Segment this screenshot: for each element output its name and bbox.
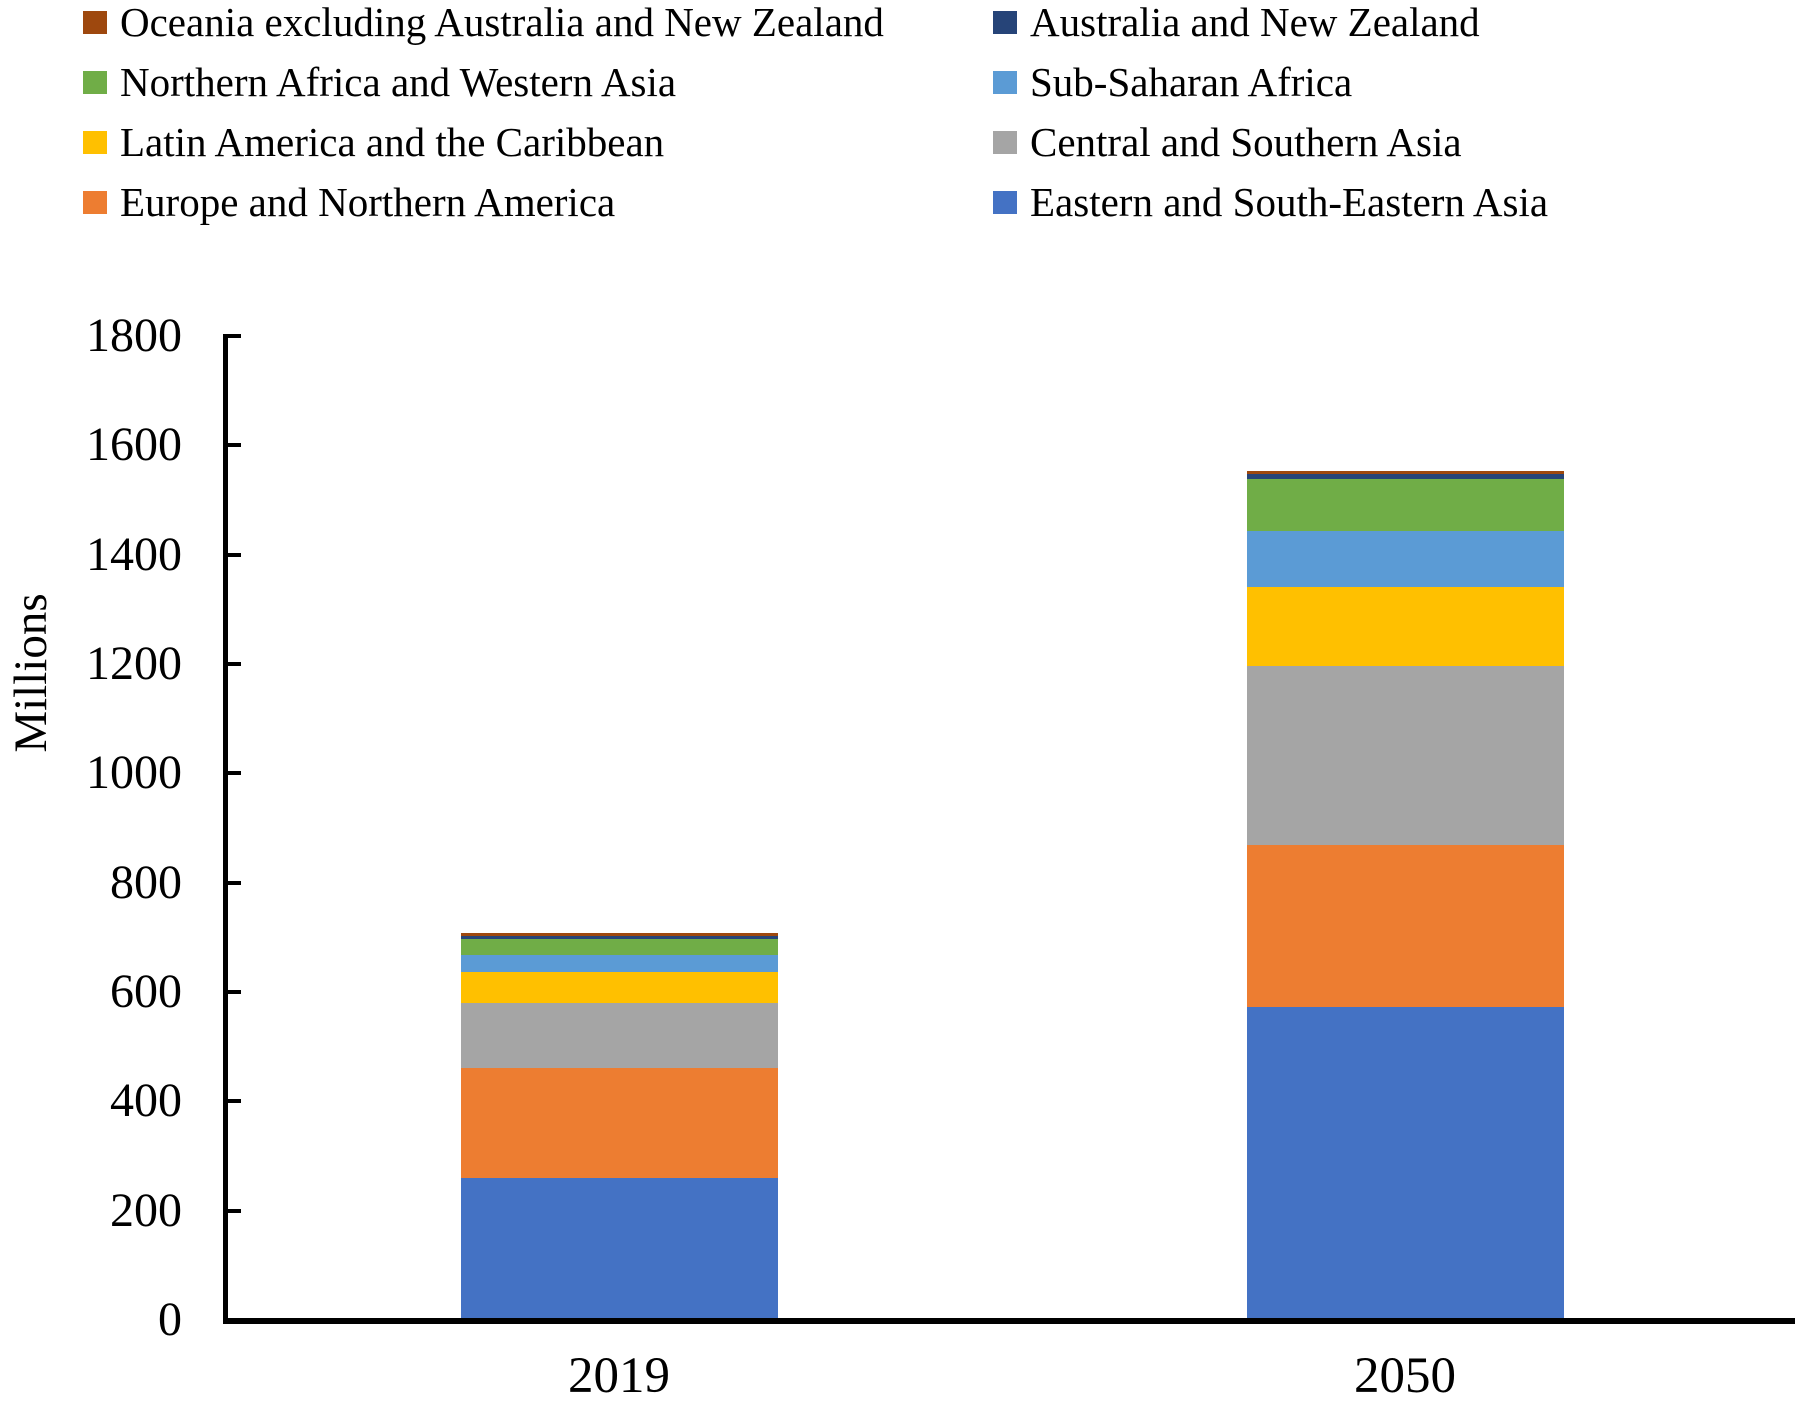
y-tick-label-800: 800: [110, 855, 182, 909]
bar-segment-2019-latin-america-and-the-caribbean: [460, 972, 778, 1003]
legend-item-central-and-southern-asia: Central and Southern Asia: [993, 112, 1548, 172]
bar-segment-2019-australia-and-new-zealand: [460, 935, 778, 939]
y-tick-label-1600: 1600: [86, 418, 182, 472]
bar-segment-2019-central-and-southern-asia: [460, 1002, 778, 1068]
legend-label-northern-africa-and-western-asia: Northern Africa and Western Asia: [120, 58, 677, 105]
y-tick-label-400: 400: [110, 1074, 182, 1128]
legend-swatch-sub-saharan-africa: [993, 70, 1017, 94]
legend-label-sub-saharan-africa: Sub-Saharan Africa: [1030, 58, 1353, 105]
bar-segment-2019-northern-africa-and-western-asia: [460, 938, 778, 955]
legend-swatch-europe-and-northern-america: [83, 190, 107, 214]
legend-swatch-northern-africa-and-western-asia: [83, 70, 107, 94]
legend-item-latin-america-and-the-caribbean: Latin America and the Caribbean: [83, 112, 884, 172]
bar-segment-2050-australia-and-new-zealand: [1246, 474, 1564, 479]
legend-item-sub-saharan-africa: Sub-Saharan Africa: [993, 52, 1548, 112]
y-tick-1400: [228, 552, 241, 557]
y-tick-400: [228, 1099, 241, 1104]
y-tick-200: [228, 1208, 241, 1213]
bar-segment-2019-sub-saharan-africa: [460, 954, 778, 973]
bar-segment-2050-sub-saharan-africa: [1246, 531, 1564, 587]
y-tick-600: [228, 990, 241, 994]
bar-segment-2019-europe-and-northern-america: [460, 1067, 778, 1178]
legend-label-eastern-and-south-eastern-asia: Eastern and South-Eastern Asia: [1030, 178, 1549, 225]
y-tick-label-1000: 1000: [86, 746, 182, 800]
y-tick-label-1200: 1200: [86, 637, 182, 690]
legend-label-oceania-excluding-australia-and-new-zealand: Oceania excluding Australia and New Zeal…: [120, 0, 884, 45]
y-tick-1600: [228, 443, 241, 448]
legend-swatch-australia-and-new-zealand: [993, 10, 1017, 34]
bar-segment-2050-eastern-and-south-eastern-asia: [1246, 1007, 1564, 1320]
bar-segment-2050-oceania-excluding-australia-and-new-zealand: [1246, 471, 1564, 475]
y-tick-1200: [228, 662, 241, 666]
bar-segment-2019-eastern-and-south-eastern-asia: [460, 1177, 778, 1320]
y-tick-1000: [228, 771, 241, 776]
legend-swatch-oceania-excluding-australia-and-new-zealand: [83, 10, 107, 34]
x-axis-line: [223, 1318, 1795, 1324]
legend-swatch-latin-america-and-the-caribbean: [83, 130, 107, 154]
y-tick-label-1800: 1800: [86, 309, 182, 362]
y-tick-label-0: 0: [158, 1293, 182, 1346]
legend-item-europe-and-northern-america: Europe and Northern America: [83, 172, 884, 232]
legend-label-europe-and-northern-america: Europe and Northern America: [120, 178, 616, 225]
legend-label-australia-and-new-zealand: Australia and New Zealand: [1030, 0, 1480, 45]
bar-segment-2050-latin-america-and-the-caribbean: [1246, 586, 1564, 666]
legend-item-australia-and-new-zealand: Australia and New Zealand: [993, 0, 1548, 52]
y-tick-1800: [228, 334, 241, 338]
y-tick-label-200: 200: [110, 1183, 182, 1237]
legend-column-left: Oceania excluding Australia and New Zeal…: [83, 0, 884, 232]
legend-column-right: Australia and New Zealand Sub-Saharan Afr…: [993, 0, 1548, 232]
bar-segment-2050-central-and-southern-asia: [1246, 665, 1564, 846]
legend-swatch-central-and-southern-asia: [993, 130, 1017, 154]
x-category-label-2050: 2050: [1354, 1348, 1456, 1404]
legend-label-central-and-southern-asia: Central and Southern Asia: [1030, 118, 1462, 165]
y-tick-label-1400: 1400: [86, 527, 182, 581]
legend-swatch-eastern-and-south-eastern-asia: [993, 190, 1017, 214]
y-tick-800: [228, 880, 241, 885]
y-tick-label-600: 600: [110, 965, 182, 1018]
legend-item-oceania-excluding-australia-and-new-zealand: Oceania excluding Australia and New Zeal…: [83, 0, 884, 52]
legend-item-eastern-and-south-eastern-asia: Eastern and South-Eastern Asia: [993, 172, 1548, 232]
x-category-label-2019: 2019: [568, 1348, 670, 1404]
legend-label-latin-america-and-the-caribbean: Latin America and the Caribbean: [120, 118, 665, 165]
bar-segment-2050-europe-and-northern-america: [1246, 845, 1564, 1008]
bar-segment-2019-oceania-excluding-australia-and-new-zealand: [460, 932, 778, 936]
y-axis-line: [223, 334, 228, 1323]
bar-segment-2050-northern-africa-and-western-asia: [1246, 478, 1564, 532]
legend-item-northern-africa-and-western-asia: Northern Africa and Western Asia: [83, 52, 884, 112]
